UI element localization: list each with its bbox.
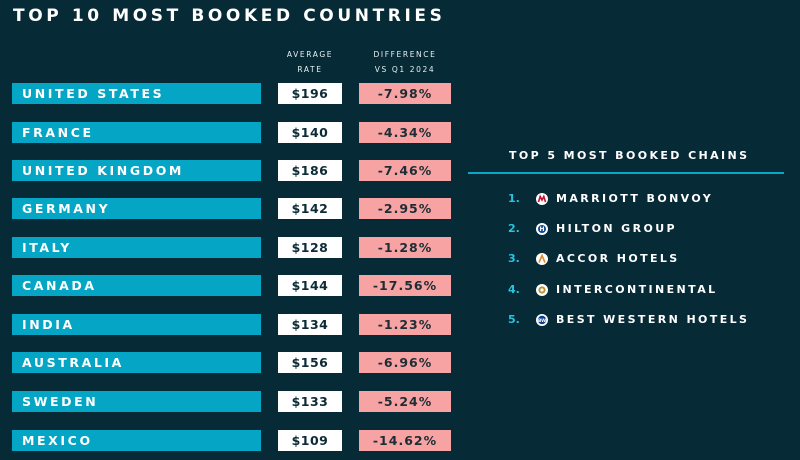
country-name: MEXICO bbox=[12, 430, 261, 451]
difference-value: -2.95% bbox=[359, 198, 451, 219]
country-name: UNITED KINGDOM bbox=[12, 160, 261, 181]
table-row: GERMANY $142 -2.95% bbox=[0, 198, 460, 220]
table-row: MEXICO $109 -14.62% bbox=[0, 430, 460, 452]
average-rate-value: $186 bbox=[278, 160, 342, 181]
country-name: ITALY bbox=[12, 237, 261, 258]
list-item: 1. MARRIOTT BONVOY bbox=[508, 191, 793, 207]
intercontinental-logo-icon bbox=[536, 284, 548, 296]
difference-header: DIFFERENCE VS Q1 2024 bbox=[358, 47, 452, 77]
difference-value: -14.62% bbox=[359, 430, 451, 451]
difference-value: -5.24% bbox=[359, 391, 451, 412]
table-row: UNITED KINGDOM $186 -7.46% bbox=[0, 160, 460, 182]
marriott-logo-icon bbox=[536, 193, 548, 205]
difference-value: -6.96% bbox=[359, 352, 451, 373]
average-rate-value: $142 bbox=[278, 198, 342, 219]
difference-value: -1.28% bbox=[359, 237, 451, 258]
country-name: GERMANY bbox=[12, 198, 261, 219]
difference-value: -7.98% bbox=[359, 83, 451, 104]
table-row: INDIA $134 -1.23% bbox=[0, 314, 460, 336]
table-row: AUSTRALIA $156 -6.96% bbox=[0, 352, 460, 374]
country-name: FRANCE bbox=[12, 122, 261, 143]
country-name: AUSTRALIA bbox=[12, 352, 261, 373]
list-number: 5. bbox=[508, 313, 520, 326]
average-rate-header-line1: AVERAGE bbox=[286, 50, 334, 59]
list-number: 1. bbox=[508, 192, 520, 205]
chain-name: MARRIOTT BONVOY bbox=[556, 192, 714, 205]
average-rate-header: AVERAGE RATE bbox=[276, 47, 344, 77]
difference-value: -1.23% bbox=[359, 314, 451, 335]
list-item: 4. INTERCONTINENTAL bbox=[508, 282, 793, 298]
list-number: 2. bbox=[508, 222, 520, 235]
country-name: CANADA bbox=[12, 275, 261, 296]
average-rate-value: $156 bbox=[278, 352, 342, 373]
chain-name: ACCOR HOTELS bbox=[556, 252, 680, 265]
table-row: UNITED STATES $196 -7.98% bbox=[0, 83, 460, 105]
page-title: TOP 10 MOST BOOKED COUNTRIES bbox=[13, 6, 446, 26]
chains-title: TOP 5 MOST BOOKED CHAINS bbox=[509, 149, 750, 162]
difference-header-line1: DIFFERENCE bbox=[373, 50, 437, 59]
chain-name: HILTON GROUP bbox=[556, 222, 678, 235]
average-rate-value: $134 bbox=[278, 314, 342, 335]
country-name: UNITED STATES bbox=[12, 83, 261, 104]
svg-text:BW: BW bbox=[538, 318, 546, 324]
average-rate-value: $196 bbox=[278, 83, 342, 104]
list-item: 2. H HILTON GROUP bbox=[508, 221, 793, 237]
average-rate-value: $140 bbox=[278, 122, 342, 143]
difference-value: -17.56% bbox=[359, 275, 451, 296]
table-row: FRANCE $140 -4.34% bbox=[0, 122, 460, 144]
best-western-logo-icon: BW bbox=[536, 314, 548, 326]
accor-logo-icon bbox=[536, 253, 548, 265]
average-rate-value: $109 bbox=[278, 430, 342, 451]
svg-text:H: H bbox=[539, 226, 544, 233]
difference-value: -4.34% bbox=[359, 122, 451, 143]
table-row: ITALY $128 -1.28% bbox=[0, 237, 460, 259]
chains-divider bbox=[468, 172, 784, 174]
chain-name: INTERCONTINENTAL bbox=[556, 283, 718, 296]
average-rate-header-line2: RATE bbox=[297, 65, 323, 74]
average-rate-value: $144 bbox=[278, 275, 342, 296]
country-name: SWEDEN bbox=[12, 391, 261, 412]
table-row: CANADA $144 -17.56% bbox=[0, 275, 460, 297]
hilton-logo-icon: H bbox=[536, 223, 548, 235]
average-rate-value: $128 bbox=[278, 237, 342, 258]
table-row: SWEDEN $133 -5.24% bbox=[0, 391, 460, 413]
list-item: 3. ACCOR HOTELS bbox=[508, 251, 793, 267]
difference-value: -7.46% bbox=[359, 160, 451, 181]
list-number: 4. bbox=[508, 283, 520, 296]
list-number: 3. bbox=[508, 252, 520, 265]
average-rate-value: $133 bbox=[278, 391, 342, 412]
list-item: 5. BW BEST WESTERN HOTELS bbox=[508, 312, 793, 328]
country-name: INDIA bbox=[12, 314, 261, 335]
chain-name: BEST WESTERN HOTELS bbox=[556, 313, 750, 326]
difference-header-line2: VS Q1 2024 bbox=[374, 65, 436, 74]
